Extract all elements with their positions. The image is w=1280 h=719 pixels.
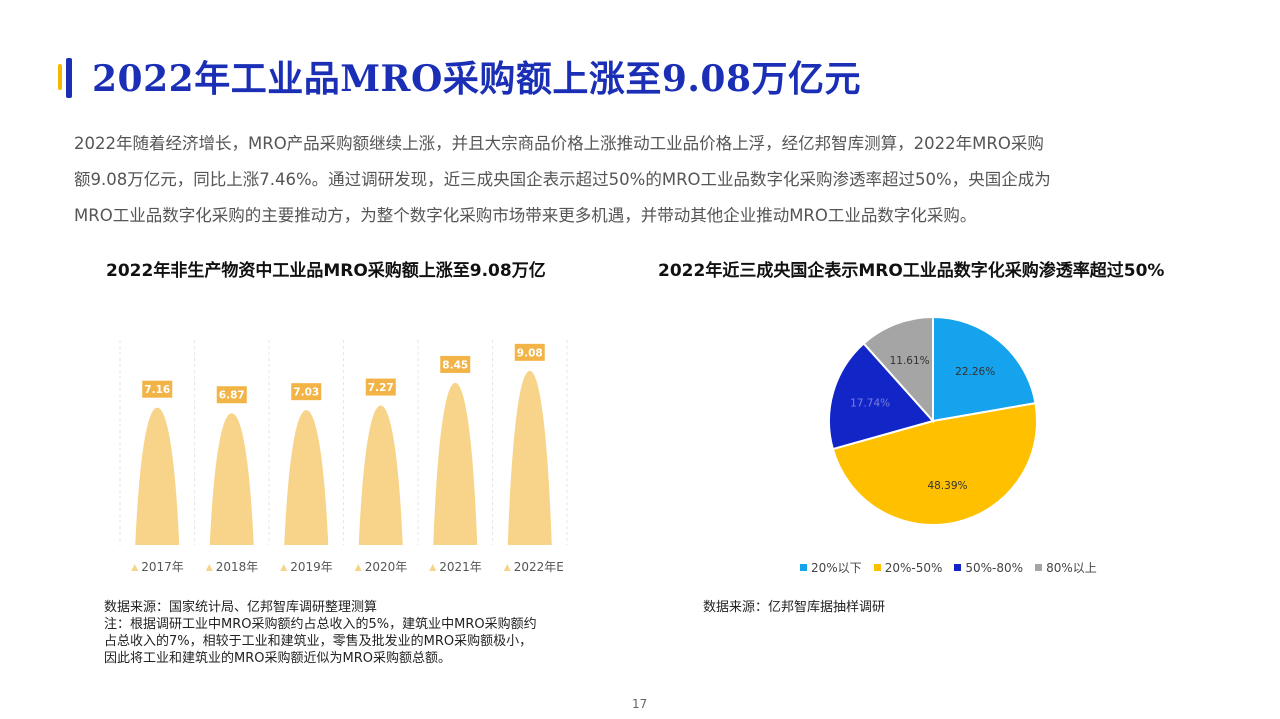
pie-slice-20%-50%	[831, 402, 1038, 526]
svg-text:2020年: 2020年	[365, 560, 408, 574]
svg-text:2019年: 2019年	[290, 560, 333, 574]
pie-chart-source: 数据来源：亿邦智库据抽样调研	[703, 600, 886, 615]
bar-chart-source: 数据来源：国家统计局、亿邦智库调研整理测算	[104, 600, 378, 615]
bar-2020年	[358, 405, 403, 545]
pie-slice-20%以下	[932, 315, 1037, 423]
pie-legend-item: 20%以下	[800, 559, 862, 576]
bar-label-box	[514, 343, 545, 361]
legend-label: 80%以上	[1046, 561, 1097, 575]
bar-chart-title: 2022年非生产物资中工业品MRO采购额上涨至9.08万亿	[106, 261, 546, 281]
page-title: 2022年工业品MRO采购额上涨至9.08万亿元	[92, 58, 862, 100]
legend-label: 50%-80%	[965, 560, 1024, 575]
bar-category-label: 2020年	[354, 560, 408, 574]
bar-category-label: 2019年	[280, 560, 333, 574]
legend-label: 20%以下	[811, 561, 862, 575]
bar-chart-note-3: 因此将工业和建筑业的MRO采购额近似为MRO采购额总额。	[104, 651, 451, 666]
pie-slice-80%以上	[862, 315, 934, 424]
bar-2022年E	[507, 370, 552, 545]
bar-category-label: 2017年	[131, 560, 184, 574]
intro-line-2: 额9.08万亿元，同比上涨7.46%。通过调研发现，近三成央国企表示超过50%的…	[74, 170, 1051, 189]
pie-chart: 22.26% 48.39% 17.74% 11.61%	[828, 315, 1038, 526]
legend-swatch	[873, 564, 881, 571]
svg-text:2022年E: 2022年E	[514, 560, 564, 574]
bar-2019年	[284, 410, 329, 545]
bar-label-box	[142, 380, 173, 398]
bar-2021年	[433, 382, 478, 545]
bar-value-label: 8.45	[442, 359, 468, 371]
pie-slice-50%-80%	[828, 342, 935, 451]
pie-chart-title: 2022年近三成央国企表示MRO工业品数字化采购渗透率超过50%	[658, 261, 1165, 281]
bar-label-box	[291, 383, 322, 401]
bar-value-label: 7.16	[144, 384, 170, 396]
legend-swatch	[954, 564, 962, 571]
legend-label: 20%-50%	[884, 560, 943, 575]
bar-category-label: 2021年	[429, 560, 482, 574]
bar-label-box	[440, 355, 471, 373]
bar-chart: 7.16 2017年 6.87 2018年 7.03 2019年 7.27 2020年 8.45…	[119, 340, 568, 574]
pie-legend-item: 50%-80%	[954, 559, 1023, 576]
svg-text:2021年: 2021年	[439, 560, 482, 574]
intro-line-1: 2022年随着经济增长，MRO产品采购额继续上涨，并且大宗商品价格上涨推动工业品…	[74, 134, 1044, 153]
bar-value-label: 6.87	[219, 390, 245, 402]
legend-swatch	[800, 564, 807, 571]
title-accent-bar	[58, 58, 72, 98]
bar-category-label: 2018年	[205, 560, 259, 574]
bar-value-label: 9.08	[517, 347, 543, 359]
pie-slice-label: 22.26%	[955, 366, 995, 378]
page-number: 17	[632, 697, 648, 711]
intro-line-3: MRO工业品数字化采购的主要推动方，为整个数字化采购市场带来更多机遇，并带动其他…	[74, 206, 977, 225]
pie-legend-item: 20%-50%	[873, 559, 943, 576]
bar-value-label: 7.27	[368, 382, 394, 394]
bar-category-label: 2022年E	[503, 560, 564, 574]
bar-2017年	[135, 407, 180, 545]
intro-paragraph: 2022年随着经济增长，MRO产品采购额继续上涨，并且大宗商品价格上涨推动工业品…	[74, 126, 1214, 234]
pie-slice-label: 48.39%	[927, 480, 967, 492]
pie-slice-label: 11.61%	[890, 355, 930, 367]
bar-value-label: 7.03	[293, 387, 319, 399]
svg-text:2017年: 2017年	[141, 560, 184, 574]
bar-chart-note-2: 占总收入的7%，相较于工业和建筑业，零售及批发业的MRO采购额极小，	[104, 634, 533, 649]
bar-2018年	[209, 413, 254, 545]
pie-slice-label: 17.74%	[850, 398, 890, 410]
pie-legend-item: 80%以上	[1035, 559, 1097, 576]
bar-label-box	[216, 386, 247, 404]
svg-text:2018年: 2018年	[216, 560, 259, 574]
bar-label-box	[365, 378, 396, 396]
pie-legend: 20%以下 20%-50% 50%-80% 80%以上	[800, 559, 1097, 576]
bar-chart-note-1: 注：根据调研工业中MRO采购额约占总收入的5%，建筑业中MRO采购额约	[104, 617, 537, 632]
bar-chart-notes: 数据来源：国家统计局、亿邦智库调研整理测算 注：根据调研工业中MRO采购额约占总…	[104, 599, 604, 667]
legend-swatch	[1035, 564, 1043, 571]
